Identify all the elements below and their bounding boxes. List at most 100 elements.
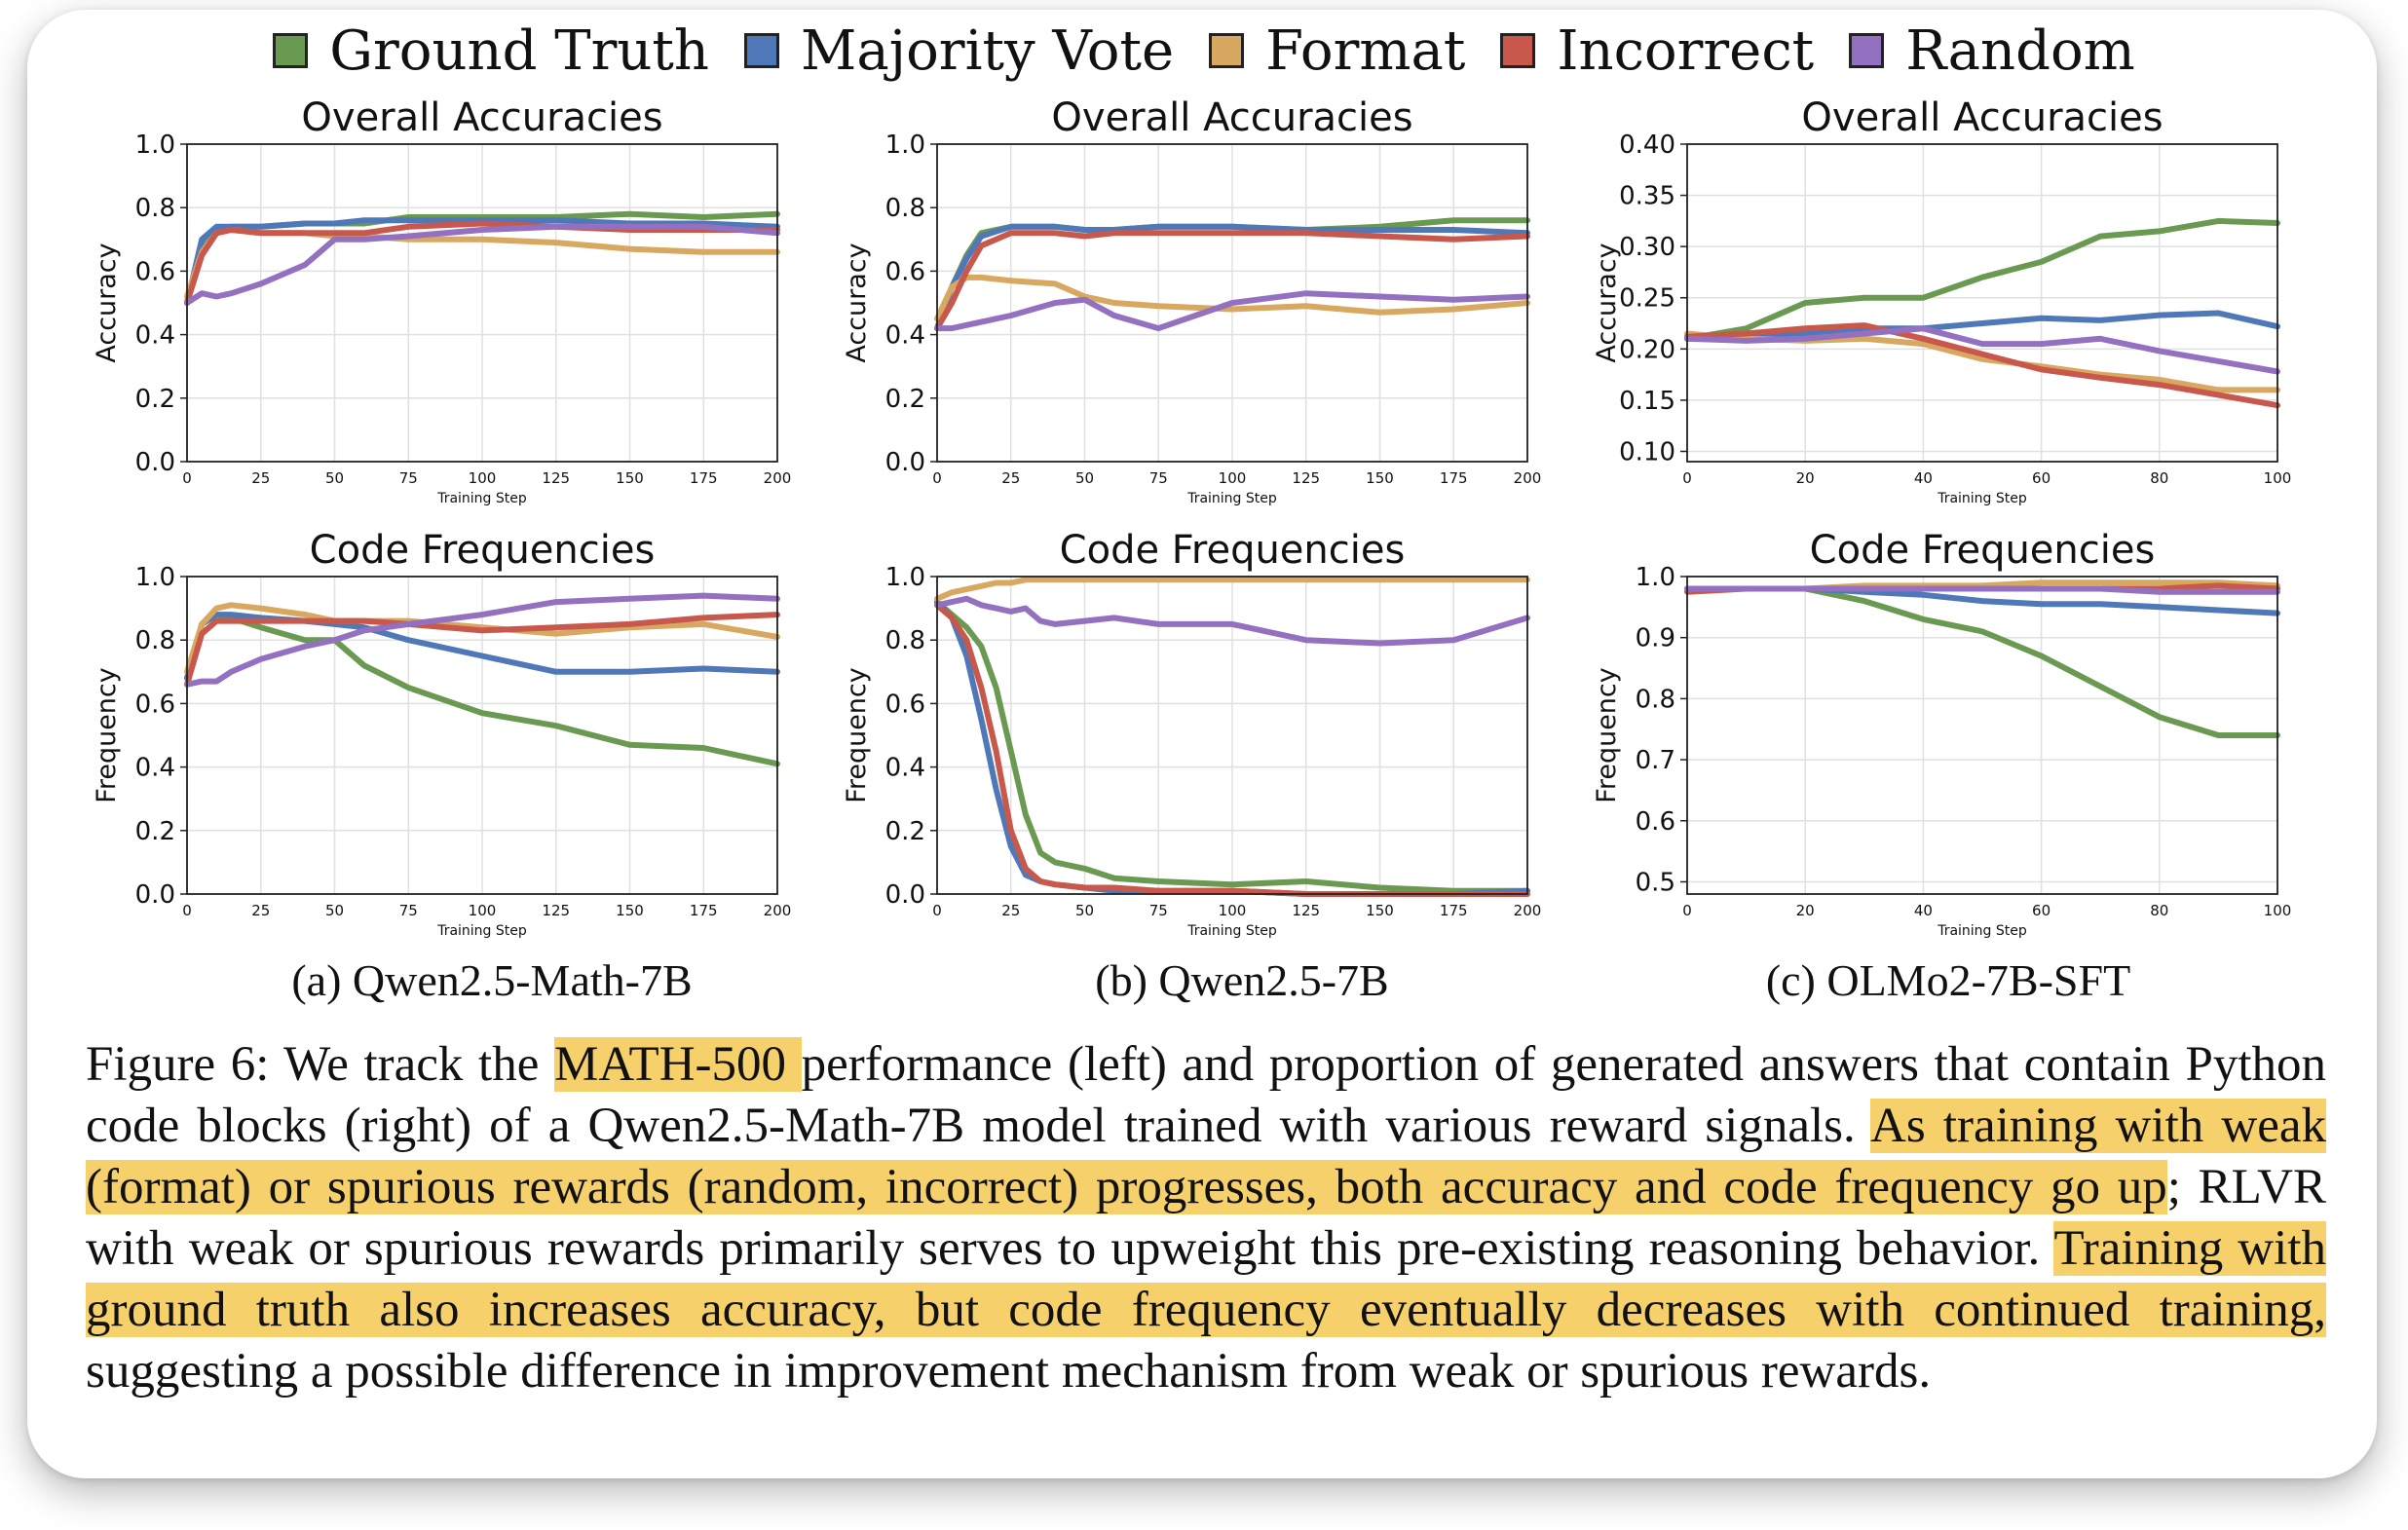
chart-title: Overall Accuracies [301, 95, 662, 140]
y-tick-label: 0.8 [885, 626, 925, 655]
x-axis-label: Training Step [1186, 923, 1277, 939]
y-tick-label: 0.6 [135, 690, 175, 719]
subcaption-a: (a) Qwen2.5-Math-7B [291, 955, 693, 1005]
x-tick-label: 0 [1682, 469, 1692, 487]
legend-swatch [1500, 33, 1536, 68]
y-tick-label: 0.20 [1619, 335, 1675, 364]
plot-qwen-code-frequency: 0 25 50 75 100 125 150 175 200 0.0 0.2 0.4 0.6 0.8 1.0… [836, 522, 1541, 951]
caption-text: Figure 6: We track the [86, 1037, 555, 1092]
series-line-incorrect [1684, 322, 2280, 409]
y-tick-label: 1.0 [885, 563, 925, 592]
legend-label: Random [1905, 19, 2135, 83]
y-axis-label: Accuracy [1592, 243, 1622, 362]
y-tick-label: 1.0 [885, 131, 925, 160]
series-line-incorrect [934, 230, 1530, 332]
series-line-random [934, 595, 1530, 647]
y-tick-label: 1.0 [135, 563, 175, 592]
x-axis-label: Training Step [1186, 491, 1277, 506]
x-tick-label: 175 [1440, 469, 1468, 487]
x-tick-label: 100 [469, 469, 497, 487]
y-axis-label: Frequency [92, 667, 122, 803]
y-tick-label: 0.4 [885, 754, 925, 783]
y-tick-label: 0.4 [135, 754, 175, 783]
y-tick-label: 0.8 [1636, 685, 1675, 714]
series-line-majority-vote [1684, 310, 2280, 342]
plot-frame [186, 143, 778, 463]
plot-qwen-accuracy: 0 25 50 75 100 125 150 175 200 0.0 0.2 0.4 0.6 0.8 1.0… [836, 90, 1541, 518]
y-tick-label: 1.0 [135, 131, 175, 160]
x-tick-label: 50 [1075, 902, 1094, 919]
x-tick-label: 150 [616, 902, 644, 919]
chart-svg: 0 20 40 60 80 100 0.10 0.15 0.20 0.25 0.30 0.35 0.40… [1592, 95, 2291, 506]
y-tick-label: 0.2 [885, 385, 925, 414]
caption-text: suggesting a possible difference in impr… [86, 1344, 1932, 1399]
chart-title: Overall Accuracies [1801, 95, 2163, 140]
plot-frame [1686, 143, 2278, 463]
chart-title: Code Frequencies [310, 528, 656, 573]
y-tick-label: 0.2 [135, 817, 175, 846]
x-tick-label: 100 [1219, 902, 1247, 919]
y-tick-label: 0.6 [885, 690, 925, 719]
legend-label: Incorrect [1557, 19, 1815, 83]
y-tick-label: 0.6 [135, 257, 175, 286]
y-tick-label: 0.5 [1636, 868, 1675, 897]
x-tick-label: 125 [542, 902, 570, 919]
chart-title: Overall Accuracies [1051, 95, 1412, 140]
y-tick-label: 0.9 [1636, 624, 1675, 653]
y-tick-label: 0.8 [135, 626, 175, 655]
figure-caption: Figure 6: We track the MATH-500 performa… [86, 1034, 2326, 1402]
x-tick-label: 50 [325, 469, 344, 487]
legend-item: Ground Truth [273, 19, 709, 83]
x-tick-label: 50 [325, 902, 344, 919]
y-axis-label: Frequency [842, 667, 872, 803]
x-tick-label: 25 [251, 469, 270, 487]
x-tick-label: 175 [690, 469, 718, 487]
y-axis-label: Accuracy [842, 243, 872, 362]
x-tick-label: 150 [616, 469, 644, 487]
y-axis-label: Frequency [1592, 667, 1622, 803]
x-tick-label: 125 [1292, 902, 1320, 919]
chart-title: Code Frequencies [1810, 528, 2156, 573]
y-tick-label: 0.4 [135, 321, 175, 351]
chart-svg: 0 25 50 75 100 125 150 175 200 0.0 0.2 0.4 0.6 0.8 1.0… [842, 528, 1541, 939]
x-tick-label: 125 [542, 469, 570, 487]
caption-text: performance (left) and proportion of gen… [86, 1037, 2326, 1153]
x-tick-label: 100 [1219, 469, 1247, 487]
x-tick-label: 200 [764, 902, 792, 919]
y-axis-label: Accuracy [92, 243, 122, 362]
y-tick-label: 0.7 [1636, 746, 1675, 775]
chart-svg: 0 20 40 60 80 100 0.5 0.6 0.7 0.8 0.9 1.0 Code Frequ… [1592, 528, 2291, 939]
series-line-random [1684, 325, 2280, 375]
x-tick-label: 75 [1149, 902, 1168, 919]
y-tick-label: 0.2 [885, 817, 925, 846]
legend-swatch [1209, 33, 1245, 68]
legend-label: Format [1265, 19, 1466, 83]
legend-label: Majority Vote [801, 19, 1175, 83]
series-line-random [184, 592, 780, 688]
legend: Ground Truth Majority Vote Format Incorrect… [0, 12, 2408, 90]
y-tick-label: 0.35 [1619, 182, 1675, 211]
y-tick-label: 0.0 [135, 880, 175, 910]
x-tick-label: 150 [1366, 469, 1394, 487]
subcaption-c: (c) OLMo2-7B-SFT [1765, 955, 2131, 1005]
series-line-random [934, 290, 1530, 332]
y-tick-label: 0.10 [1619, 437, 1675, 466]
x-tick-label: 175 [690, 902, 718, 919]
y-tick-label: 0.8 [135, 194, 175, 223]
x-tick-label: 125 [1292, 469, 1320, 487]
x-tick-label: 40 [1914, 902, 1933, 919]
series-line-random [1684, 585, 2280, 595]
x-tick-label: 40 [1914, 469, 1933, 487]
x-tick-label: 200 [764, 469, 792, 487]
x-tick-label: 25 [1001, 469, 1020, 487]
plot-frame [1686, 576, 2278, 895]
y-tick-label: 0.0 [885, 448, 925, 477]
legend-item: Random [1849, 19, 2135, 83]
caption-highlight: MATH-500 [554, 1037, 802, 1092]
series-line-format [934, 274, 1530, 322]
x-tick-label: 0 [182, 469, 192, 487]
caption-text: ; RLVR with weak or spurious rewards pri… [86, 1160, 2326, 1276]
x-tick-label: 60 [2032, 469, 2051, 487]
plot-qwen-math-code-frequency: 0 25 50 75 100 125 150 175 200 0.0 0.2 0.4 0.6 0.8 1.0… [86, 522, 791, 951]
legend-item: Format [1209, 19, 1465, 83]
